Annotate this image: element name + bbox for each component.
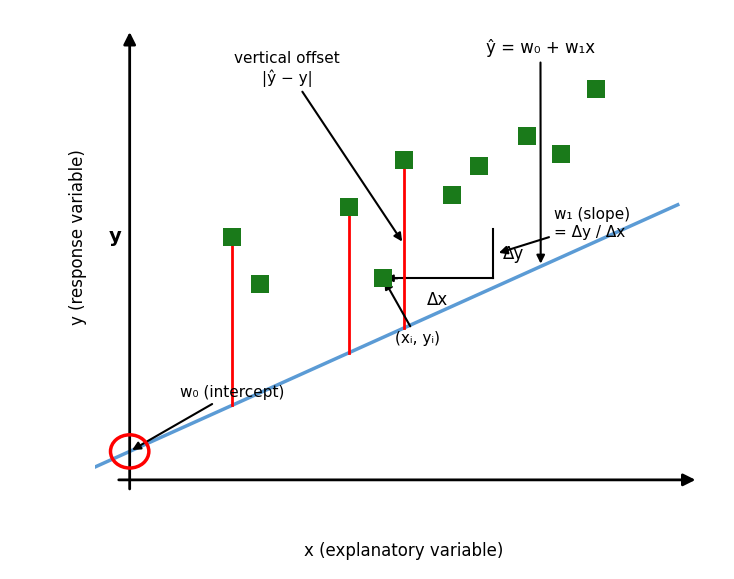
Point <box>377 274 389 283</box>
Point <box>589 84 601 93</box>
Text: w₁ (slope)
= Δy / Δx: w₁ (slope) = Δy / Δx <box>501 207 631 254</box>
Point <box>227 232 239 241</box>
Text: ŷ = w₀ + w₁x: ŷ = w₀ + w₁x <box>486 39 595 261</box>
Point <box>521 131 533 141</box>
Point <box>343 203 355 212</box>
Text: Δy: Δy <box>503 245 524 263</box>
Point <box>473 161 485 170</box>
Point <box>556 149 567 159</box>
Point <box>398 155 410 164</box>
Point <box>446 190 457 200</box>
Text: x (explanatory variable): x (explanatory variable) <box>304 542 504 560</box>
Text: y: y <box>108 228 121 246</box>
Text: vertical offset
|ŷ − y|: vertical offset |ŷ − y| <box>234 52 401 240</box>
Text: y (response variable): y (response variable) <box>69 149 87 325</box>
Text: Δx: Δx <box>427 291 448 309</box>
Point <box>254 280 266 289</box>
Text: w₀ (intercept): w₀ (intercept) <box>134 385 285 449</box>
Text: (xᵢ, yᵢ): (xᵢ, yᵢ) <box>385 283 440 346</box>
